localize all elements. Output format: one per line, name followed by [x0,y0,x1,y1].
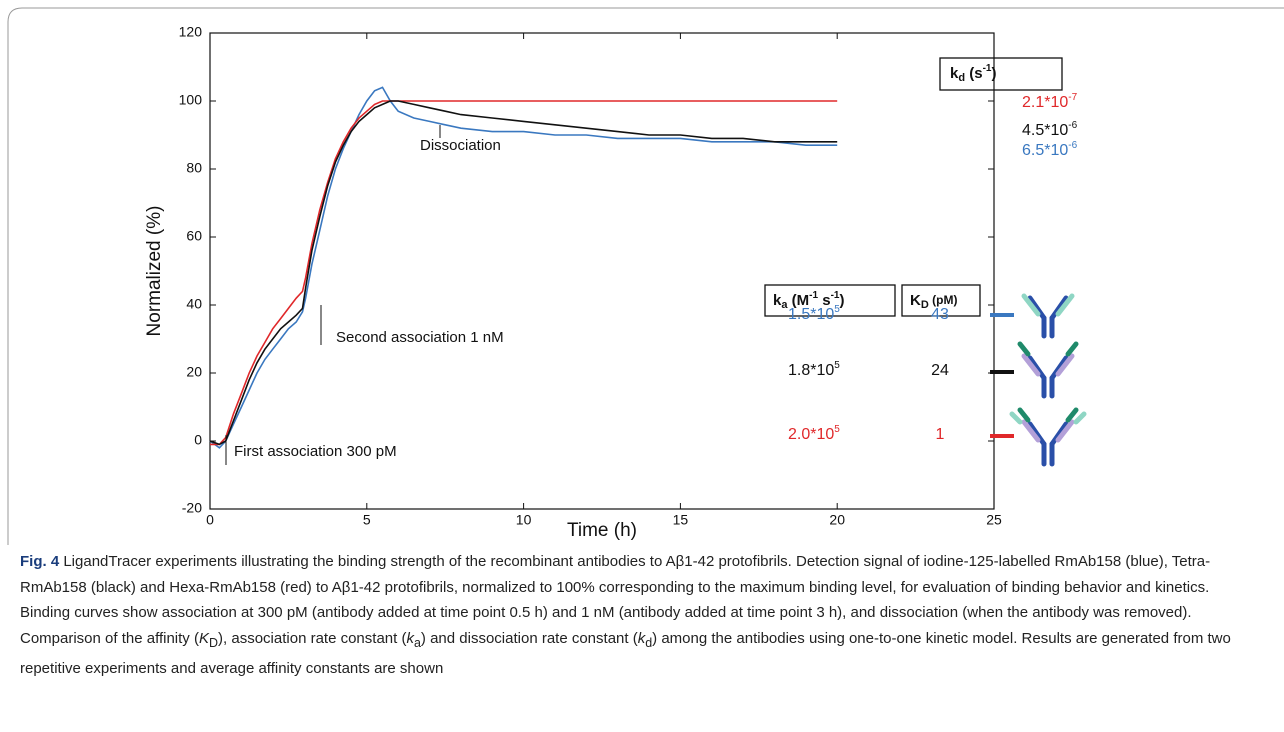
text: 2.1*10 [1022,94,1068,111]
text: d [645,635,653,650]
y-tick-label: 80 [186,160,202,176]
kd-value: 2.1*10-7 [1022,92,1078,112]
KD-header: KD (pM) [910,292,957,311]
annotation: Dissociation [420,137,501,154]
header-box [901,284,981,317]
text: (M [787,292,809,309]
ka-value: 1.8*105 [788,360,840,380]
text: ) [839,292,844,309]
text: -6 [1068,120,1077,131]
text: k [406,629,414,647]
caption: Fig. 4 LigandTracer experiments illustra… [20,549,1260,682]
text: -7 [1068,92,1077,103]
text: 4.5*10 [1022,122,1068,139]
annotation: First association 300 pM [234,443,397,460]
text: 5 [834,360,840,371]
antibody-icon [1017,341,1079,399]
x-axis-label: Time (h) [567,520,637,541]
text: ) and dissociation rate constant ( [420,629,638,647]
text: (pM) [929,293,958,307]
annotation: Second association 1 nM [336,329,504,346]
text: 5 [834,424,840,435]
KD-value: 24 [931,362,949,379]
y-tick-label: 40 [186,296,202,312]
caption-label: Fig. 4 [20,553,60,570]
series-line [209,86,838,449]
text: -1 [983,63,992,74]
KD-value: 43 [931,306,949,323]
x-tick-label: 10 [516,512,532,528]
ka-value: 1.5*105 [788,304,840,324]
text: LigandTracer experiments illustrating th… [20,553,1211,647]
x-tick-label: 5 [363,512,371,528]
text: K [198,629,209,647]
text: -1 [809,290,818,301]
series-line [209,100,838,446]
kd-value: 4.5*10-6 [1022,120,1078,140]
text: ) [992,65,997,82]
y-tick-label: -20 [182,500,202,516]
KD-value: 1 [936,426,945,443]
text: s [818,292,831,309]
text: K [910,292,921,309]
text: -1 [831,290,840,301]
y-tick-label: 20 [186,364,202,380]
y-tick-label: 100 [179,92,203,108]
x-tick-label: 20 [829,512,845,528]
x-tick-label: 15 [673,512,689,528]
text: ) among the antibodies using one-to-one … [20,629,1231,678]
antibody-icons [1009,293,1087,467]
ka-header: ka (M-1 s-1) [773,290,844,311]
table-rows: 1.5*105 43 1.8*105 24 2.0*105 1 [788,304,1014,444]
text: a [781,299,788,311]
plot-frame [209,32,995,510]
antibody-icon [1009,407,1087,467]
text: 2.0*10 [788,426,834,443]
text: ), association rate constant ( [218,629,407,647]
antibody-icon [1021,293,1075,339]
text: (s [965,65,983,82]
x-tick-label: 25 [986,512,1002,528]
y-tick-label: 0 [194,432,202,448]
text: k [637,629,646,647]
y-tick-label: 120 [179,24,203,40]
series-line [210,100,838,446]
text: D [921,299,929,311]
header-box [764,284,896,317]
text: D [209,635,219,650]
y-axis-label: Normalized (%) [144,206,165,337]
text: d [958,72,965,84]
text: -6 [1068,140,1077,151]
kd-value: 6.5*10-6 [1022,140,1078,160]
text: k [773,292,782,309]
text: 5 [834,304,840,315]
text: 1.5*10 [788,306,834,323]
ka-value: 2.0*105 [788,424,840,444]
kd-header: kd (s-1) [950,63,997,84]
frame [7,7,1284,545]
x-tick-label: 0 [206,512,214,528]
y-tick-label: 60 [186,228,202,244]
text: 6.5*10 [1022,142,1068,159]
text: 1.8*10 [788,362,834,379]
text: k [950,65,959,82]
header-box [939,57,1063,91]
text: a [413,635,421,650]
